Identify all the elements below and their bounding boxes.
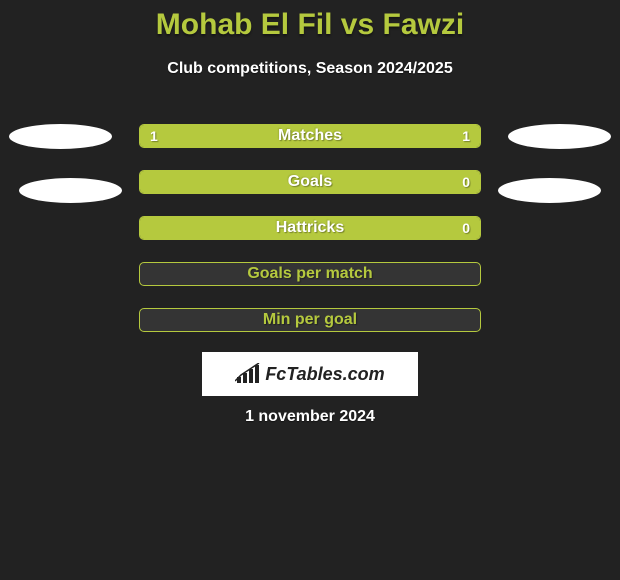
stat-value-right: 0 <box>462 174 470 190</box>
stat-row: Goals per match <box>139 262 481 286</box>
page-title: Mohab El Fil vs Fawzi <box>0 0 620 42</box>
stat-label: Goals <box>288 173 332 191</box>
stat-label: Hattricks <box>276 219 344 237</box>
stat-label: Goals per match <box>247 265 372 283</box>
subtitle: Club competitions, Season 2024/2025 <box>0 60 620 78</box>
brand-box: FcTables.com <box>202 352 418 396</box>
player-placeholder <box>498 178 601 203</box>
footer-date: 1 november 2024 <box>0 408 620 426</box>
stat-row: Goals 0 <box>139 170 481 194</box>
stats-container: Matches 1 1 Goals 0 Hattricks 0 Goals per match… <box>139 124 481 332</box>
stat-row: Hattricks 0 <box>139 216 481 240</box>
stat-value-right: 0 <box>462 220 470 236</box>
stat-label: Matches <box>278 127 342 145</box>
stat-label: Min per goal <box>263 311 357 329</box>
brand-text: FcTables.com <box>265 364 384 385</box>
stat-value-left: 1 <box>150 128 158 144</box>
stat-row: Matches 1 1 <box>139 124 481 148</box>
comparison-card: Mohab El Fil vs Fawzi Club competitions,… <box>0 0 620 580</box>
stat-row: Min per goal <box>139 308 481 332</box>
player-placeholder <box>19 178 122 203</box>
player-placeholder <box>508 124 611 149</box>
brand-logo: FcTables.com <box>235 363 384 385</box>
bar-chart-icon <box>235 363 261 385</box>
stat-value-right: 1 <box>462 128 470 144</box>
player-placeholder <box>9 124 112 149</box>
